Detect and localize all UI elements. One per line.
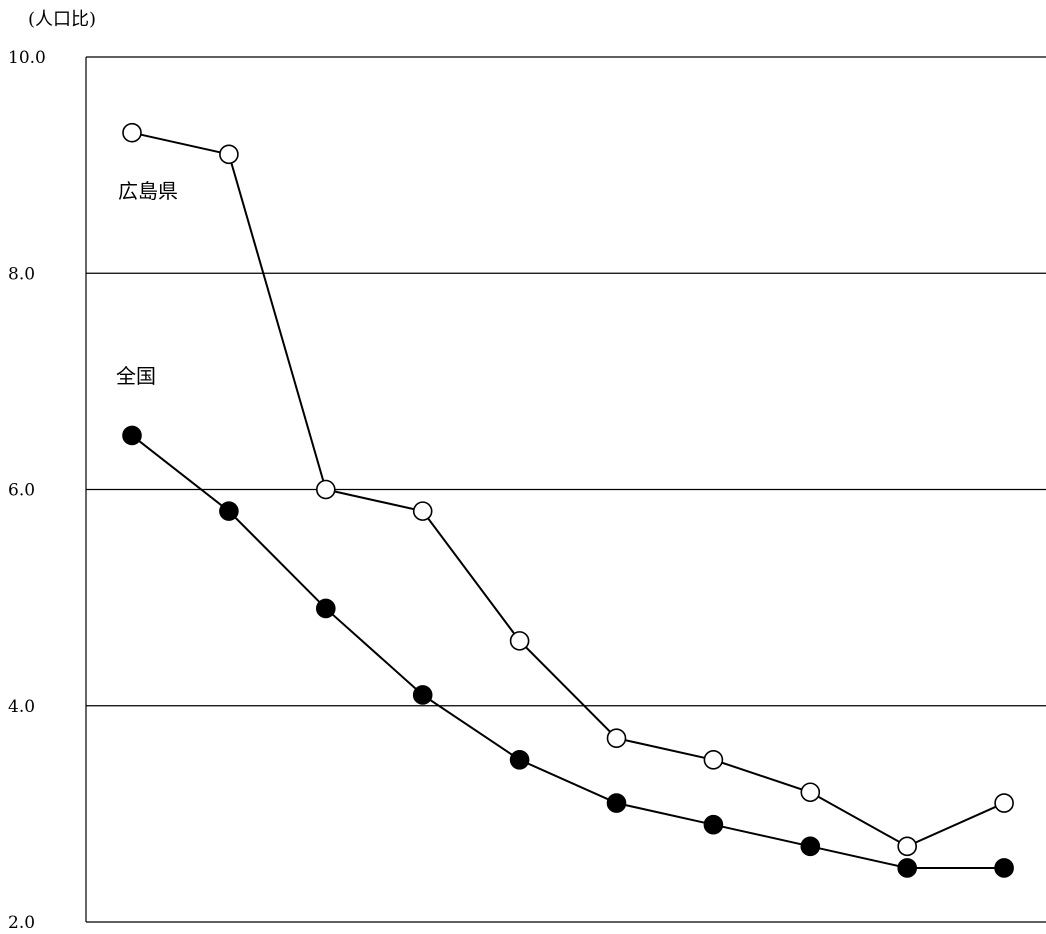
data-point-open [800, 782, 821, 803]
data-point-filled [897, 858, 918, 878]
data-point-filled [800, 836, 821, 857]
series-label-national: 全国 [116, 364, 156, 388]
data-point-open [703, 750, 724, 770]
data-point-filled [219, 501, 239, 521]
data-point-filled [703, 814, 724, 835]
gridlines [86, 56, 1046, 923]
y-tick-label: 8.0 [8, 264, 35, 284]
y-tick-label: 2.0 [8, 913, 35, 933]
data-point-open [219, 144, 239, 165]
series-lines [131, 131, 1005, 869]
series-line-0 [131, 131, 1005, 848]
data-point-filled [509, 750, 530, 770]
data-point-open [897, 836, 918, 857]
y-tick-label: 10.0 [8, 48, 46, 68]
data-point-filled [994, 858, 1014, 878]
data-point-open [412, 501, 433, 521]
data-point-filled [606, 793, 627, 813]
data-point-open [315, 479, 336, 500]
series-label-hiroshima: 広島県 [118, 179, 178, 203]
y-axis-tick-labels: 10.0 8.0 6.0 4.0 2.0 [8, 48, 46, 933]
y-tick-label: 4.0 [8, 697, 35, 717]
data-point-open [994, 793, 1014, 813]
data-point-filled [315, 598, 336, 619]
data-point-filled [122, 425, 142, 446]
y-axis-unit-label: (人口比) [28, 9, 96, 30]
data-point-open [606, 728, 627, 748]
data-point-open [509, 631, 530, 651]
series-line-1 [131, 434, 1005, 869]
data-point-open [122, 122, 142, 143]
y-tick-label: 6.0 [8, 481, 35, 501]
series-markers [122, 122, 1014, 878]
data-point-filled [412, 685, 433, 705]
